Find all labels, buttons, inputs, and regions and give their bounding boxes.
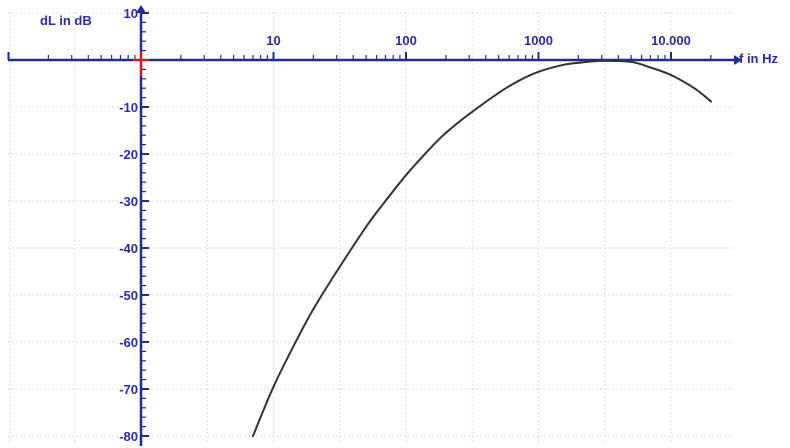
y-tick-label: -50 [119,288,138,303]
y-tick-label: -80 [119,429,138,444]
y-tick-label: -70 [119,382,138,397]
data-point [428,148,431,151]
data-point [560,64,563,67]
data-point [577,61,580,64]
series-layer [251,59,712,438]
x-tick-label: 100 [395,33,417,48]
y-tick-label: 10 [124,6,138,21]
data-point [630,60,633,63]
data-point [600,59,603,63]
x-tick-label: 10.000 [651,33,691,48]
y-axis-title: dL in dB [40,13,92,28]
series-line [252,59,712,437]
data-point [384,199,387,203]
data-point [365,225,368,228]
data-point [497,91,500,94]
x-axis-title: f in Hz [739,51,778,66]
data-point [404,174,408,177]
y-tick-label: -40 [119,241,138,256]
x-tick-label: 1000 [524,33,553,48]
data-point [537,70,540,73]
y-tick-label: -10 [119,100,138,115]
data-point [335,270,338,273]
data-point [272,385,275,388]
data-point [468,112,471,116]
y-tick-label: -60 [119,335,138,350]
y-axis-arrow-icon [136,5,146,13]
x-axis-arrow-icon [734,55,742,65]
data-point [312,308,315,311]
y-tick-label: -30 [119,194,138,209]
data-point [251,434,255,438]
y-tick-label: -20 [119,147,138,162]
data-point [516,80,520,83]
data-point [709,100,712,103]
axes [7,5,742,446]
data-point [669,73,673,77]
labels: 10 100 1000 10.000 10 -10 -20 -30 -40 -50 -60 -70 -8… [40,6,778,444]
data-point [693,87,696,90]
x-tick-label: 10 [266,33,280,48]
data-point [295,338,298,341]
data-point [649,66,652,69]
grid-lines [8,12,733,442]
data-point [444,131,447,134]
